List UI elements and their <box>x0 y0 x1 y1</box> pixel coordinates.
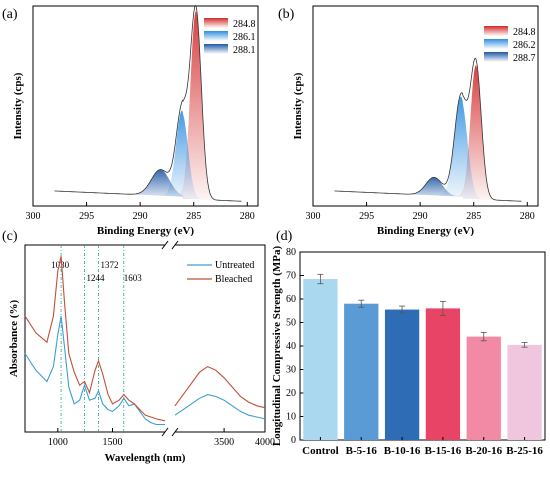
bar <box>384 309 420 440</box>
x-tick-label: 290 <box>133 211 148 222</box>
legend-swatch <box>484 52 508 62</box>
x-tick-label: B-15-16 <box>425 445 462 457</box>
x-axis-title: Wavelength (nm) <box>105 452 186 464</box>
y-tick-label: 10 <box>286 412 296 423</box>
axis-break-mark <box>161 427 169 437</box>
envelope-line <box>334 57 522 202</box>
annotation-label: 1030 <box>51 260 70 270</box>
x-tick-label: B-5-16 <box>346 445 378 457</box>
x-tick-label: 300 <box>26 211 41 222</box>
legend-label: 286.2 <box>513 40 536 51</box>
bar <box>344 303 379 440</box>
legend-label: 286.1 <box>233 32 256 43</box>
x-tick-label: 4000 <box>255 437 275 448</box>
x-tick-label: 3500 <box>214 437 234 448</box>
x-tick-label: 280 <box>240 211 255 222</box>
axis-break-mark <box>171 240 179 250</box>
x-tick-label: B-25-16 <box>506 445 543 457</box>
y-axis-title: Intensity (cps) <box>292 72 304 139</box>
x-tick-label: 285 <box>186 211 201 222</box>
x-tick-label: 290 <box>413 211 428 222</box>
x-tick-label: 295 <box>359 211 374 222</box>
y-axis-title: Absorbance (%) <box>8 300 20 378</box>
envelope-line <box>54 4 242 202</box>
panel-label: (d) <box>276 229 293 244</box>
xps-panel-1: 300 295 290 285 280 Binding Energy (eV) Intens… <box>292 5 539 237</box>
legend-swatch <box>484 39 508 49</box>
series-line <box>24 256 166 422</box>
legend-label: 284.8 <box>513 27 536 38</box>
bar-panel: 0 10 20 30 40 50 60 70 80 Control B-5-16 B-10-16 B-1… <box>271 245 546 457</box>
legend-swatch <box>204 18 228 28</box>
legend-swatch <box>204 31 228 41</box>
x-tick-label: B-10-16 <box>384 445 421 457</box>
y-tick-label: 40 <box>286 341 296 352</box>
y-axis-title: Longitudinal Compressive Strength (MPa) <box>271 245 283 446</box>
plot-frame <box>312 5 539 207</box>
y-tick-label: 60 <box>286 294 296 305</box>
axis-break-mark <box>161 240 169 250</box>
panel-label: (b) <box>278 7 295 22</box>
x-tick-label: 285 <box>466 211 481 222</box>
annotation-label: 1244 <box>87 273 106 283</box>
x-tick-label: 1500 <box>103 437 123 448</box>
series-line <box>174 365 266 409</box>
x-axis-title: Binding Energy (eV) <box>97 225 195 237</box>
legend-label: 288.1 <box>233 45 256 56</box>
y-tick-label: 20 <box>286 388 296 399</box>
series-line <box>174 394 266 420</box>
x-tick-label: Control <box>302 445 338 457</box>
x-axis-title: Binding Energy (eV) <box>377 225 475 237</box>
component-peak <box>334 65 522 202</box>
plot-frame-left <box>24 244 165 433</box>
x-tick-label: 295 <box>79 211 94 222</box>
x-tick-label: 300 <box>306 211 321 222</box>
ftir-panel: 1030 1244 1372 1603 1000 1500 3500 4000 Waveleng… <box>8 240 275 464</box>
panel-label: (a) <box>2 7 18 22</box>
bar <box>425 308 461 440</box>
legend-swatch <box>484 26 508 36</box>
plot-frame <box>32 5 259 207</box>
bar <box>303 279 338 440</box>
y-tick-label: 80 <box>286 247 296 258</box>
legend-label: Untreated <box>215 260 254 271</box>
component-peak <box>334 177 522 202</box>
series-line <box>24 316 165 426</box>
bar <box>507 344 542 440</box>
panel-label: (c) <box>2 229 18 244</box>
legend-swatch <box>204 44 228 54</box>
axis-break-mark <box>171 427 179 437</box>
annotation-label: 1603 <box>124 273 143 283</box>
y-tick-label: 70 <box>286 271 296 282</box>
bar <box>466 336 501 440</box>
plot-frame-right <box>175 244 266 433</box>
y-axis-title: Intensity (cps) <box>12 72 24 139</box>
x-tick-label: 1000 <box>48 437 68 448</box>
y-tick-label: 0 <box>291 435 296 446</box>
y-tick-label: 50 <box>286 318 296 329</box>
component-peak <box>54 11 242 202</box>
legend-label: 288.7 <box>513 53 536 64</box>
y-tick-label: 30 <box>286 365 296 376</box>
xps-panel-0: 300 295 290 285 280 Binding Energy (eV) Intens… <box>12 4 259 237</box>
annotation-label: 1372 <box>101 260 119 270</box>
x-tick-label: B-20-16 <box>465 445 502 457</box>
legend-label: 284.8 <box>233 19 256 30</box>
legend-label: Bleached <box>215 274 252 285</box>
x-tick-label: 280 <box>520 211 535 222</box>
